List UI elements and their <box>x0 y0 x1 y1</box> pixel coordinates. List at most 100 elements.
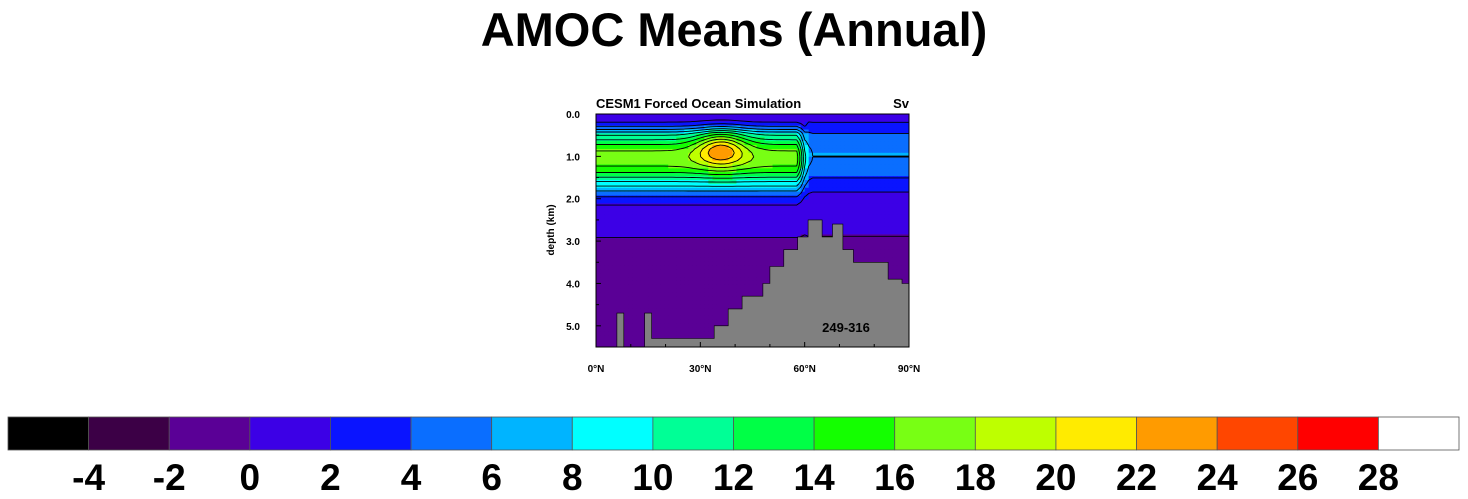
field-cell <box>668 277 673 282</box>
field-cell <box>628 249 633 255</box>
field-cell <box>744 269 750 274</box>
field-cell <box>700 203 705 208</box>
field-cell <box>808 133 814 138</box>
field-cell <box>640 160 645 166</box>
field-cell <box>860 195 866 201</box>
field-cell <box>664 176 669 181</box>
field-cell <box>660 164 665 169</box>
field-cell <box>720 164 726 169</box>
field-cell <box>760 172 766 177</box>
field-cell <box>704 312 709 317</box>
field-cell <box>604 226 609 232</box>
field-cell <box>616 296 621 301</box>
field-cell <box>612 125 617 131</box>
field-cell <box>748 222 754 228</box>
field-cell <box>700 265 705 270</box>
field-cell <box>636 315 641 321</box>
field-cell <box>872 121 878 127</box>
field-cell <box>836 117 842 123</box>
field-cell <box>820 156 826 162</box>
field-cell <box>732 222 738 228</box>
field-cell <box>772 261 778 267</box>
field-cell <box>840 214 846 220</box>
field-cell <box>708 222 713 228</box>
field-cell <box>628 319 633 325</box>
field-cell <box>736 117 742 123</box>
field-cell <box>616 207 621 212</box>
field-cell <box>704 203 709 208</box>
field-cell <box>856 160 862 166</box>
field-cell <box>612 292 617 298</box>
field-cell <box>852 148 858 154</box>
field-cell <box>668 172 673 177</box>
field-cell <box>868 114 874 119</box>
field-cell <box>696 117 701 123</box>
field-cell <box>872 114 878 119</box>
field-cell <box>748 273 754 278</box>
field-cell <box>888 226 894 232</box>
field-cell <box>864 257 870 263</box>
field-cell <box>752 226 758 232</box>
field-cell <box>616 164 621 169</box>
field-cell <box>756 168 762 173</box>
field-cell <box>644 195 649 201</box>
field-cell <box>612 257 617 263</box>
field-cell <box>712 319 717 325</box>
field-cell <box>744 199 750 204</box>
field-cell <box>656 199 661 204</box>
field-cell <box>856 117 862 123</box>
field-cell <box>596 207 601 212</box>
field-cell <box>636 172 641 177</box>
field-cell <box>788 199 794 204</box>
field-cell <box>652 277 657 282</box>
field-cell <box>648 246 653 251</box>
field-cell <box>760 222 766 228</box>
field-cell <box>828 180 834 185</box>
field-cell <box>712 125 717 131</box>
field-cell <box>824 176 830 181</box>
field-cell <box>904 249 909 255</box>
field-cell <box>708 249 713 255</box>
field-cell <box>740 226 746 232</box>
field-cell <box>836 199 842 204</box>
field-cell <box>756 191 762 197</box>
field-cell <box>636 257 641 263</box>
field-cell <box>748 168 754 173</box>
field-cell <box>612 176 617 181</box>
field-cell <box>772 180 778 185</box>
field-cell <box>804 218 810 224</box>
field-cell <box>884 164 890 169</box>
field-cell <box>804 230 810 235</box>
field-cell <box>632 284 637 290</box>
field-cell <box>764 253 770 259</box>
field-cell <box>668 117 673 123</box>
field-cell <box>768 207 774 212</box>
field-cell <box>788 207 794 212</box>
field-cell <box>748 238 754 243</box>
field-cell <box>636 292 641 298</box>
field-cell <box>740 222 746 228</box>
field-cell <box>624 277 629 282</box>
field-cell <box>640 280 645 286</box>
field-cell <box>664 141 669 146</box>
field-cell <box>876 238 882 243</box>
field-cell <box>696 242 701 247</box>
field-cell <box>704 226 709 232</box>
field-cell <box>672 187 677 193</box>
field-cell <box>696 300 701 305</box>
field-cell <box>892 203 898 208</box>
colorbar-label: 22 <box>1116 457 1157 498</box>
field-cell <box>824 148 830 154</box>
field-cell <box>616 121 621 127</box>
field-cell <box>656 265 661 270</box>
field-cell <box>860 137 866 142</box>
field-cell <box>664 160 669 166</box>
field-cell <box>620 164 625 169</box>
contour-lines <box>596 119 909 239</box>
field-cell <box>900 218 906 224</box>
field-cell <box>620 249 625 255</box>
field-cell <box>848 203 854 208</box>
field-cell <box>604 172 609 177</box>
field-cell <box>724 312 730 317</box>
